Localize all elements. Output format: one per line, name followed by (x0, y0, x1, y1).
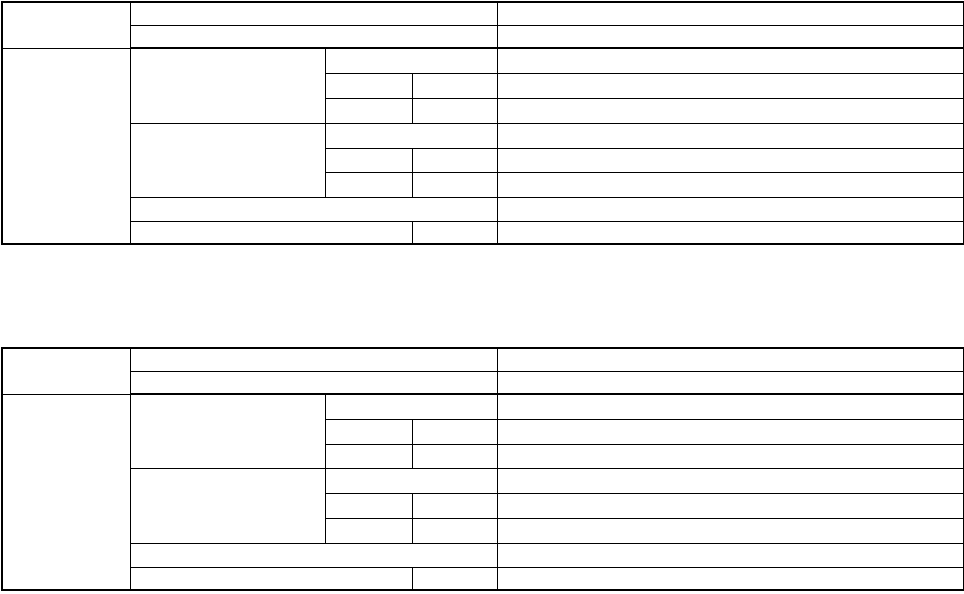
cell (1, 1, 131, 49)
table (1, 1, 964, 245)
cell (496, 220, 964, 245)
cell (129, 467, 326, 544)
cell (129, 542, 498, 568)
cell (129, 196, 498, 222)
cell (411, 492, 498, 519)
cell (324, 122, 498, 149)
cell (496, 72, 964, 99)
cell (496, 418, 964, 445)
cell (129, 122, 326, 198)
cell (324, 171, 413, 198)
cell (496, 542, 964, 568)
cell (324, 393, 498, 420)
cell (496, 47, 964, 74)
cell (411, 72, 498, 99)
cell (324, 492, 413, 519)
cell (1, 347, 131, 395)
cell (411, 418, 498, 445)
cell (411, 220, 498, 245)
cell (496, 517, 964, 544)
cell (496, 196, 964, 222)
cell (1, 47, 131, 245)
cell (324, 467, 498, 494)
cell (496, 347, 964, 372)
cell (129, 566, 413, 591)
cell (324, 97, 413, 124)
cell (1, 393, 131, 591)
cell (324, 72, 413, 99)
cell (496, 443, 964, 469)
cell (129, 24, 498, 49)
cell (411, 517, 498, 544)
cell (324, 443, 413, 469)
cell (496, 122, 964, 149)
cell (496, 492, 964, 519)
cell (496, 566, 964, 591)
cell (129, 393, 326, 469)
cell (411, 97, 498, 124)
cell (324, 147, 413, 173)
cell (324, 418, 413, 445)
cell (496, 147, 964, 173)
cell (129, 1, 498, 26)
cell (129, 347, 498, 372)
cell (496, 370, 964, 395)
cell (496, 467, 964, 494)
table (1, 347, 964, 591)
cell (496, 171, 964, 198)
cell (496, 1, 964, 26)
cell (411, 443, 498, 469)
cell (411, 566, 498, 591)
cell (129, 220, 413, 245)
cell (411, 171, 498, 198)
cell (129, 47, 326, 124)
cell (496, 393, 964, 420)
cell (496, 24, 964, 49)
cell (496, 97, 964, 124)
cell (324, 47, 498, 74)
cell (129, 370, 498, 395)
cell (411, 147, 498, 173)
cell (324, 517, 413, 544)
